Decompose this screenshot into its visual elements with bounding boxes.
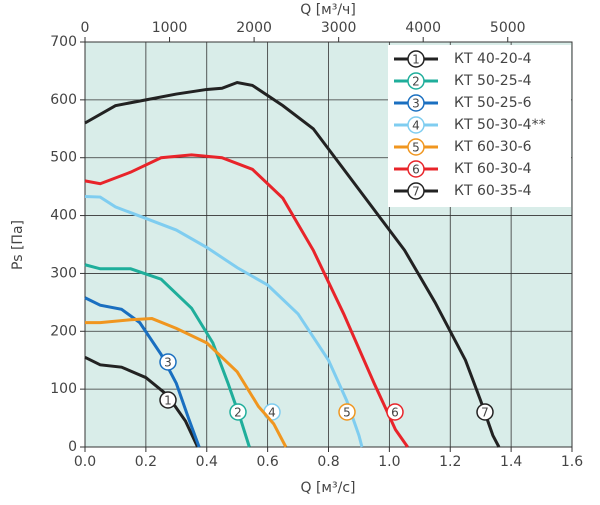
curve	[84, 80, 501, 448]
y-axis-label: Ps [Па]	[10, 220, 26, 270]
x-tick-label: 0.0	[74, 454, 96, 470]
curve-marker	[407, 160, 425, 178]
curve-marker-label: 6	[391, 406, 399, 420]
curve-marker-label: 7	[412, 185, 420, 199]
plot-frame	[84, 41, 573, 448]
curve-marker-label: 5	[412, 141, 420, 155]
x2-axis-label: Q [м³/ч]	[300, 2, 356, 18]
x-tick-label: 0.6	[256, 454, 278, 470]
y-tick-label: 0	[68, 439, 77, 455]
curve-marker	[407, 182, 425, 200]
x-tick-label: 1.4	[500, 454, 522, 470]
curve-marker-label: 7	[481, 406, 489, 420]
curve-marker-label: 4	[412, 119, 420, 133]
legend-label: КТ 60-30-4	[454, 161, 532, 177]
curve-marker-label: 5	[343, 406, 351, 420]
y-tick-label: 100	[50, 381, 77, 397]
curve-marker	[159, 353, 177, 371]
curve-marker-label: 3	[164, 356, 172, 370]
curve-marker-label: 1	[164, 394, 172, 408]
y-tick-label: 600	[50, 92, 77, 108]
curve-marker	[407, 94, 425, 112]
x2-tick-label: 5000	[490, 20, 526, 36]
x2-tick-label: 3000	[321, 20, 357, 36]
x2-tick-label: 4000	[405, 20, 441, 36]
y-tick-label: 300	[50, 265, 77, 281]
y-tick-label: 400	[50, 208, 77, 224]
x-tick-label: 1.0	[378, 454, 400, 470]
legend-label: КТ 50-25-6	[454, 95, 532, 111]
curve-marker-label: 1	[412, 53, 420, 67]
curve	[84, 296, 201, 448]
curve-marker	[407, 72, 425, 90]
curve	[84, 153, 409, 448]
y-tick-label: 700	[50, 34, 77, 50]
legend-label: КТ 60-35-4	[454, 183, 532, 199]
legend-label: КТ 60-30-6	[454, 139, 532, 155]
curve-marker	[476, 403, 494, 421]
x2-tick-label: 1000	[152, 20, 188, 36]
curve-marker	[338, 403, 356, 421]
x-tick-label: 1.6	[561, 454, 583, 470]
curve-marker	[407, 50, 425, 68]
curve	[84, 355, 199, 448]
curve-marker	[407, 138, 425, 156]
curve-marker-label: 2	[234, 406, 242, 420]
x-tick-label: 0.2	[135, 454, 157, 470]
curve-marker	[159, 391, 177, 409]
legend-label: КТ 40-20-4	[454, 51, 532, 67]
curve-marker	[407, 116, 425, 134]
x-tick-label: 0.4	[196, 454, 218, 470]
curve-marker-label: 2	[412, 75, 420, 89]
y-tick-label: 500	[50, 150, 77, 166]
x-axis-label: Q [м³/с]	[301, 480, 356, 496]
legend-label: КТ 50-30-4**	[454, 117, 546, 133]
curve-marker-label: 3	[412, 97, 420, 111]
curve-marker-label: 4	[268, 406, 276, 420]
curve-marker	[229, 403, 247, 421]
curve-marker-label: 6	[412, 163, 420, 177]
legend-label: КТ 50-25-4	[454, 73, 532, 89]
x2-tick-label: 2000	[236, 20, 272, 36]
curve-marker	[386, 403, 404, 421]
x-tick-label: 0.8	[317, 454, 339, 470]
y-tick-label: 200	[50, 323, 77, 339]
x-tick-label: 1.2	[439, 454, 461, 470]
x2-tick-label: 0	[81, 20, 90, 36]
curve	[84, 194, 364, 448]
curve	[85, 317, 288, 448]
